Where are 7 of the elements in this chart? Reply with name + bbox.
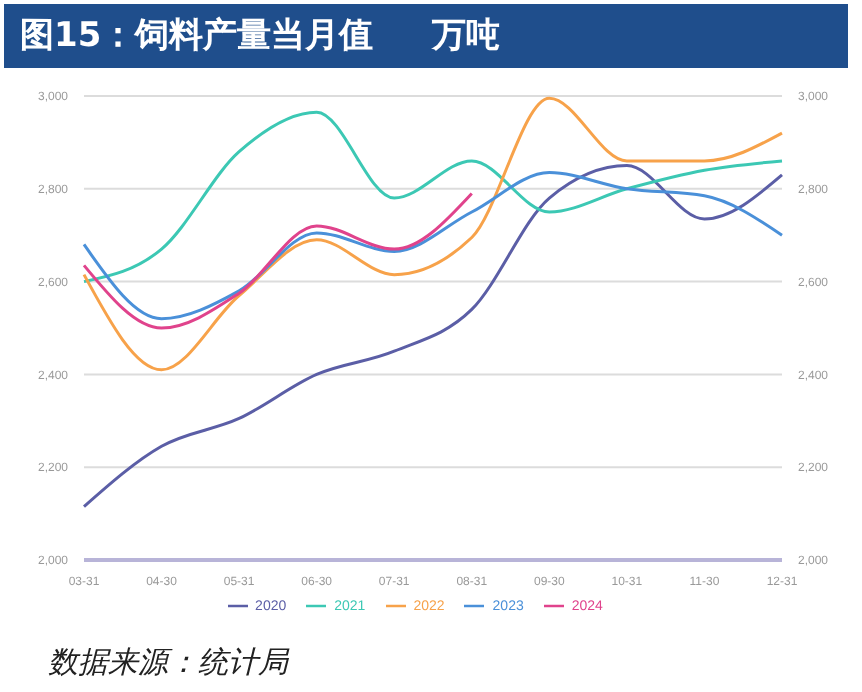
line-series bbox=[82, 164, 784, 509]
line-series bbox=[82, 191, 474, 330]
source-note: 数据来源：统计局 bbox=[48, 644, 288, 682]
line-series bbox=[82, 171, 784, 321]
line-series bbox=[82, 96, 784, 372]
line-series bbox=[82, 110, 784, 284]
chart-title: 图15：饲料产量当月值 万吨 bbox=[4, 4, 848, 68]
